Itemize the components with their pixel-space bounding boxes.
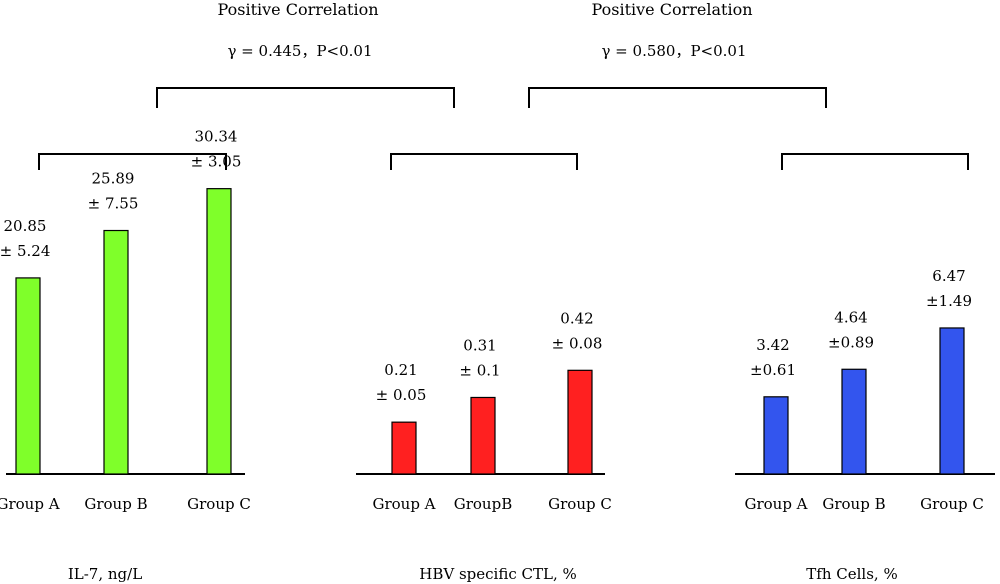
- hbv-ctl-bar-3: [567, 369, 593, 475]
- hbv-ctl-sd-label-2: ± 0.1: [459, 361, 500, 379]
- tfh-bar-2: [841, 368, 867, 475]
- group-bracket-1: [38, 153, 227, 170]
- correlation-annotation-2: Positive Correlation γ = 0.580，P<0.01: [528, 0, 827, 108]
- il7-sd-label-2: ± 7.55: [88, 195, 139, 213]
- tfh-bar-3: [939, 327, 965, 475]
- il7-panel: 20.85 ± 5.24 Group A 25.89 ± 7.55 Group B 30.3…: [0, 128, 251, 583]
- hbv-ctl-sd-label-1: ± 0.05: [376, 386, 427, 404]
- correlation-title-1: Positive Correlation: [218, 0, 379, 19]
- hbv-ctl-bar-2: [470, 396, 496, 475]
- il7-bar-1: [15, 277, 41, 475]
- tfh-bar-1: [763, 396, 789, 475]
- hbv-ctl-category-label-3: Group C: [548, 495, 612, 513]
- tfh-category-label-2: Group B: [822, 495, 885, 513]
- hbv-ctl-panel: 0.21 ± 0.05 Group A 0.31 ± 0.1 GroupB 0.42 ± 0.…: [356, 309, 612, 583]
- tfh-x-axis-label: Tfh Cells, %: [806, 565, 897, 583]
- group-bracket-2: [390, 153, 578, 170]
- tfh-category-label-1: Group A: [744, 495, 807, 513]
- tfh-sd-label-3: ±1.49: [926, 292, 972, 310]
- hbv-ctl-mean-label-1: 0.21: [384, 361, 417, 379]
- tfh-mean-label-2: 4.64: [834, 308, 867, 326]
- correlation-annotation-1: Positive Correlation γ = 0.445，P<0.01: [156, 0, 455, 108]
- il7-category-label-3: Group C: [187, 495, 251, 513]
- correlation-stat-1: γ = 0.445，P<0.01: [227, 42, 372, 60]
- tfh-category-label-3: Group C: [920, 495, 984, 513]
- hbv-ctl-category-label-2: GroupB: [454, 495, 512, 513]
- il7-mean-label-3: 30.34: [195, 128, 238, 146]
- hbv-ctl-bar-1: [391, 421, 417, 475]
- tfh-sd-label-1: ±0.61: [750, 361, 796, 379]
- correlation-title-2: Positive Correlation: [592, 0, 753, 19]
- hbv-ctl-x-axis-label: HBV specific CTL, %: [419, 565, 577, 583]
- il7-bar-2: [103, 229, 129, 475]
- il7-mean-label-2: 25.89: [92, 170, 135, 188]
- il7-category-label-2: Group B: [84, 495, 147, 513]
- il7-x-axis-label: IL-7, ng/L: [68, 565, 142, 583]
- il7-sd-label-1: ± 5.24: [0, 242, 50, 260]
- tfh-mean-label-1: 3.42: [756, 336, 789, 354]
- il7-bar-3: [206, 188, 232, 475]
- tfh-panel: 3.42 ±0.61 Group A 4.64 ±0.89 Group B 6.47 ±1.4…: [735, 267, 995, 583]
- il7-category-label-1: Group A: [0, 495, 60, 513]
- correlation-stat-2: γ = 0.580，P<0.01: [601, 42, 746, 60]
- tfh-sd-label-2: ±0.89: [828, 333, 874, 351]
- hbv-ctl-mean-label-2: 0.31: [463, 336, 496, 354]
- hbv-ctl-sd-label-3: ± 0.08: [552, 334, 603, 352]
- correlation-bracket-1: [156, 87, 455, 108]
- il7-sd-label-3: ± 3.05: [191, 153, 242, 171]
- hbv-ctl-mean-label-3: 0.42: [560, 309, 593, 327]
- il7-mean-label-1: 20.85: [4, 217, 47, 235]
- group-bracket-3: [781, 153, 969, 170]
- tfh-mean-label-3: 6.47: [932, 267, 965, 285]
- correlation-bracket-2: [528, 87, 827, 108]
- hbv-ctl-category-label-1: Group A: [372, 495, 435, 513]
